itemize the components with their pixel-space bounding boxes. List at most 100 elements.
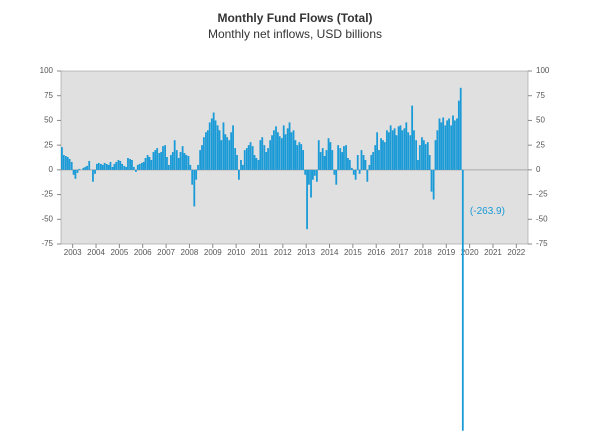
y-tick-label: 100: [40, 66, 54, 75]
bar: [399, 125, 402, 170]
bar: [456, 118, 458, 170]
bar: [129, 158, 131, 170]
bar: [368, 164, 371, 170]
bar: [401, 130, 404, 170]
bar: [206, 130, 209, 170]
bar: [132, 166, 135, 170]
y-tick-label: -75: [41, 239, 53, 248]
bar: [276, 132, 279, 170]
bar: [286, 128, 289, 170]
bar: [61, 147, 63, 170]
bar: [362, 155, 365, 170]
bar: [247, 145, 250, 170]
bar: [101, 164, 104, 170]
bar: [339, 148, 342, 170]
bar: [403, 128, 406, 170]
bar: [269, 140, 272, 170]
x-tick-label: 2018: [414, 248, 432, 257]
bar: [255, 157, 258, 170]
bar: [111, 166, 114, 170]
bar: [193, 169, 196, 207]
x-tick-label: 2011: [251, 248, 269, 257]
bar: [138, 163, 141, 170]
bar: [282, 125, 285, 170]
bar: [370, 155, 373, 170]
bar: [327, 138, 330, 170]
x-tick-label: 2008: [181, 248, 199, 257]
bar: [191, 169, 194, 185]
bar: [160, 152, 163, 170]
y2-tick-label: 50: [536, 116, 545, 125]
bar: [387, 132, 390, 170]
bar: [257, 159, 260, 170]
bar: [76, 169, 79, 173]
bar: [304, 169, 307, 175]
x-tick-label: 2022: [507, 248, 525, 257]
bar: [347, 157, 349, 170]
y2-tick-label: -25: [536, 190, 548, 199]
x-tick-label: 2010: [227, 248, 245, 257]
bar: [356, 155, 359, 170]
bar: [183, 153, 186, 170]
bar: [430, 169, 433, 192]
x-tick-label: 2013: [297, 248, 315, 257]
bar: [230, 132, 233, 170]
bar: [386, 130, 388, 170]
bar: [436, 130, 439, 170]
bar: [216, 125, 219, 170]
bar: [317, 140, 320, 170]
bar: [374, 145, 377, 170]
bar: [333, 169, 336, 175]
bar: [202, 137, 205, 170]
value-label: (-263.9): [470, 206, 505, 217]
bar: [210, 118, 213, 170]
bar: [66, 157, 69, 170]
bar: [105, 163, 108, 170]
bar: [415, 140, 418, 170]
y-tick-label: -50: [41, 214, 53, 223]
bar: [226, 137, 229, 170]
chart-subtitle: Monthly net inflows, USD billions: [208, 27, 382, 41]
bar: [271, 135, 273, 170]
bar: [434, 140, 437, 170]
bar: [308, 169, 310, 185]
bar: [164, 145, 166, 170]
bar: [382, 140, 384, 170]
bar: [391, 130, 394, 170]
bar: [298, 142, 301, 170]
bar: [337, 145, 340, 170]
x-tick-label: 2014: [321, 248, 339, 257]
bar: [241, 164, 244, 170]
x-tick-label: 2009: [204, 248, 222, 257]
bar: [459, 87, 462, 170]
bar: [315, 169, 318, 182]
bar: [438, 118, 441, 170]
bar: [424, 144, 427, 170]
bar: [354, 169, 357, 180]
bar: [457, 100, 460, 170]
bar: [251, 146, 254, 170]
bar: [237, 169, 240, 180]
bar: [411, 105, 414, 170]
bar: [146, 155, 149, 170]
bar: [187, 156, 190, 170]
bar: [331, 150, 334, 170]
bar: [97, 162, 100, 170]
bar: [364, 159, 367, 170]
bar: [86, 165, 89, 170]
bar: [154, 150, 157, 170]
bar: [84, 166, 87, 170]
bar: [240, 159, 242, 170]
bar: [205, 132, 207, 170]
x-tick-label: 2012: [274, 248, 292, 257]
bar: [175, 150, 178, 170]
bar: [389, 125, 392, 170]
bar: [343, 146, 345, 170]
y2-tick-label: 75: [536, 91, 545, 100]
bar: [234, 148, 237, 170]
bar: [329, 142, 332, 170]
bar: [444, 125, 447, 170]
bar: [158, 153, 161, 170]
bar: [166, 157, 168, 170]
bar: [253, 155, 256, 170]
